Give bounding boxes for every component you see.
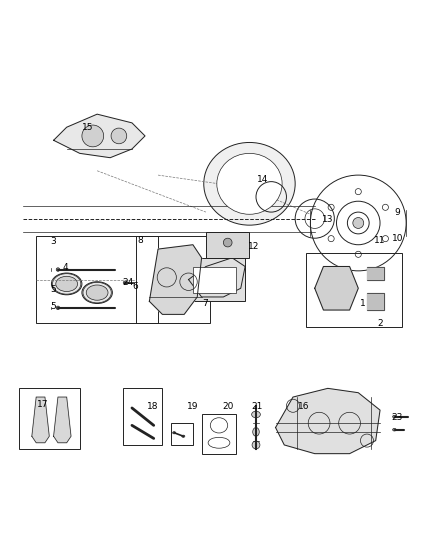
Ellipse shape	[182, 435, 185, 437]
Circle shape	[111, 128, 127, 144]
Polygon shape	[32, 397, 49, 443]
Ellipse shape	[392, 415, 396, 418]
Text: 2: 2	[377, 319, 383, 328]
Ellipse shape	[252, 411, 260, 418]
Circle shape	[328, 236, 334, 241]
Bar	[36, 236, 158, 323]
Ellipse shape	[86, 285, 108, 300]
Text: 5: 5	[50, 285, 56, 294]
Text: 24: 24	[122, 278, 133, 287]
Polygon shape	[188, 258, 245, 297]
Bar	[123, 389, 162, 445]
Text: 15: 15	[82, 123, 93, 132]
Text: 12: 12	[248, 243, 259, 252]
Ellipse shape	[51, 273, 82, 295]
Circle shape	[328, 204, 334, 211]
Ellipse shape	[56, 276, 78, 292]
Text: 19: 19	[187, 402, 199, 411]
Text: 17: 17	[37, 400, 49, 409]
Text: 5: 5	[50, 302, 56, 311]
Bar	[206, 232, 250, 258]
Bar	[184, 258, 245, 301]
Text: 16: 16	[298, 402, 310, 411]
Polygon shape	[315, 266, 358, 310]
Circle shape	[382, 236, 389, 241]
Polygon shape	[149, 245, 201, 314]
Ellipse shape	[123, 281, 127, 284]
Ellipse shape	[56, 306, 60, 310]
Bar	[306, 254, 402, 327]
Text: 11: 11	[374, 236, 386, 245]
Polygon shape	[53, 114, 145, 158]
Circle shape	[82, 125, 104, 147]
Bar	[193, 266, 237, 293]
Ellipse shape	[392, 429, 396, 431]
Ellipse shape	[223, 238, 232, 247]
Polygon shape	[276, 389, 380, 454]
Ellipse shape	[82, 282, 113, 303]
Text: 14: 14	[257, 175, 268, 184]
Ellipse shape	[173, 432, 176, 434]
Polygon shape	[367, 266, 385, 279]
Circle shape	[382, 204, 389, 211]
Ellipse shape	[353, 217, 364, 229]
Polygon shape	[53, 397, 71, 443]
Text: 7: 7	[202, 299, 208, 308]
Circle shape	[355, 189, 361, 195]
Bar	[136, 236, 210, 323]
Bar	[201, 415, 237, 454]
Polygon shape	[367, 293, 385, 310]
Ellipse shape	[217, 154, 282, 214]
Ellipse shape	[204, 142, 295, 225]
Text: 3: 3	[50, 237, 56, 246]
Text: 18: 18	[147, 402, 159, 411]
Text: 4: 4	[63, 263, 69, 272]
Text: 9: 9	[395, 207, 400, 216]
Text: 10: 10	[392, 233, 403, 243]
Ellipse shape	[56, 268, 60, 271]
Bar	[171, 423, 193, 445]
Text: 20: 20	[222, 402, 233, 411]
Ellipse shape	[252, 441, 260, 449]
Text: 1: 1	[360, 299, 365, 308]
Text: 13: 13	[322, 215, 334, 224]
Text: 23: 23	[391, 414, 402, 423]
Text: 21: 21	[251, 402, 263, 411]
Circle shape	[355, 251, 361, 257]
Bar	[19, 389, 80, 449]
Text: 8: 8	[137, 236, 143, 245]
Ellipse shape	[253, 427, 259, 436]
Text: 6: 6	[133, 281, 138, 290]
